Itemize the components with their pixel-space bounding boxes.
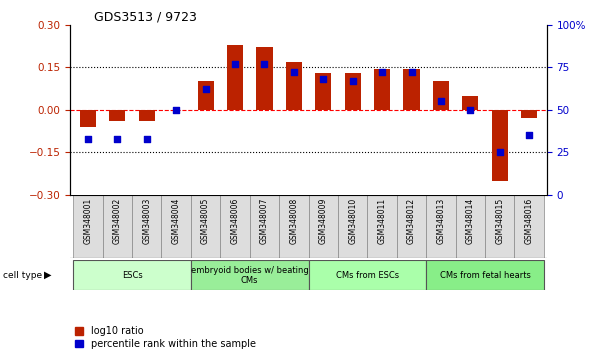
Point bbox=[112, 136, 122, 142]
Text: GSM348002: GSM348002 bbox=[113, 198, 122, 244]
Bar bbox=[338, 195, 367, 258]
Bar bbox=[485, 195, 514, 258]
Point bbox=[348, 78, 357, 84]
Bar bbox=[191, 195, 221, 258]
Bar bbox=[433, 81, 449, 110]
Bar bbox=[514, 195, 544, 258]
Point bbox=[524, 132, 534, 138]
Text: ESCs: ESCs bbox=[122, 271, 142, 280]
Point bbox=[171, 107, 181, 113]
Bar bbox=[286, 62, 302, 110]
Text: ▶: ▶ bbox=[44, 270, 51, 280]
Text: GSM348015: GSM348015 bbox=[496, 198, 504, 244]
Point bbox=[466, 107, 475, 113]
Bar bbox=[161, 195, 191, 258]
Bar bbox=[279, 195, 309, 258]
Bar bbox=[132, 195, 161, 258]
Point bbox=[200, 86, 210, 92]
Legend: log10 ratio, percentile rank within the sample: log10 ratio, percentile rank within the … bbox=[75, 326, 255, 349]
Bar bbox=[309, 195, 338, 258]
Bar bbox=[345, 73, 360, 110]
Point bbox=[436, 98, 446, 104]
Text: GSM348016: GSM348016 bbox=[525, 198, 533, 244]
Text: CMs from ESCs: CMs from ESCs bbox=[336, 271, 399, 280]
Text: GSM348001: GSM348001 bbox=[84, 198, 92, 244]
Bar bbox=[309, 260, 426, 290]
Text: GSM348011: GSM348011 bbox=[378, 198, 387, 244]
Point bbox=[407, 69, 417, 75]
Point bbox=[495, 149, 505, 155]
Bar bbox=[367, 195, 397, 258]
Bar bbox=[426, 260, 544, 290]
Text: GSM348008: GSM348008 bbox=[290, 198, 298, 244]
Text: GSM348006: GSM348006 bbox=[230, 198, 240, 244]
Bar bbox=[109, 110, 125, 121]
Bar bbox=[197, 81, 214, 110]
Text: GSM348014: GSM348014 bbox=[466, 198, 475, 244]
Bar bbox=[374, 69, 390, 110]
Bar bbox=[73, 260, 191, 290]
Point bbox=[318, 76, 328, 82]
Bar bbox=[103, 195, 132, 258]
Bar bbox=[73, 195, 103, 258]
Text: GSM348003: GSM348003 bbox=[142, 198, 152, 244]
Bar bbox=[139, 110, 155, 121]
Point bbox=[142, 136, 152, 142]
Text: GDS3513 / 9723: GDS3513 / 9723 bbox=[94, 11, 197, 24]
Bar bbox=[221, 195, 250, 258]
Point bbox=[230, 61, 240, 67]
Point bbox=[260, 61, 269, 67]
Bar bbox=[463, 96, 478, 110]
Point bbox=[289, 69, 299, 75]
Bar bbox=[315, 73, 331, 110]
Bar bbox=[227, 45, 243, 110]
Bar bbox=[257, 47, 273, 110]
Text: GSM348004: GSM348004 bbox=[172, 198, 181, 244]
Bar bbox=[426, 195, 456, 258]
Bar bbox=[521, 110, 537, 118]
Bar bbox=[191, 260, 309, 290]
Text: GSM348007: GSM348007 bbox=[260, 198, 269, 244]
Bar bbox=[250, 195, 279, 258]
Text: embryoid bodies w/ beating
CMs: embryoid bodies w/ beating CMs bbox=[191, 266, 309, 285]
Text: CMs from fetal hearts: CMs from fetal hearts bbox=[440, 271, 530, 280]
Bar bbox=[80, 110, 96, 127]
Bar bbox=[397, 195, 426, 258]
Text: GSM348013: GSM348013 bbox=[436, 198, 445, 244]
Text: GSM348005: GSM348005 bbox=[201, 198, 210, 244]
Text: GSM348012: GSM348012 bbox=[407, 198, 416, 244]
Text: cell type: cell type bbox=[3, 271, 42, 280]
Text: GSM348010: GSM348010 bbox=[348, 198, 357, 244]
Bar bbox=[456, 195, 485, 258]
Text: GSM348009: GSM348009 bbox=[319, 198, 327, 244]
Bar bbox=[403, 69, 420, 110]
Point bbox=[83, 136, 93, 142]
Bar bbox=[492, 110, 508, 181]
Point bbox=[377, 69, 387, 75]
